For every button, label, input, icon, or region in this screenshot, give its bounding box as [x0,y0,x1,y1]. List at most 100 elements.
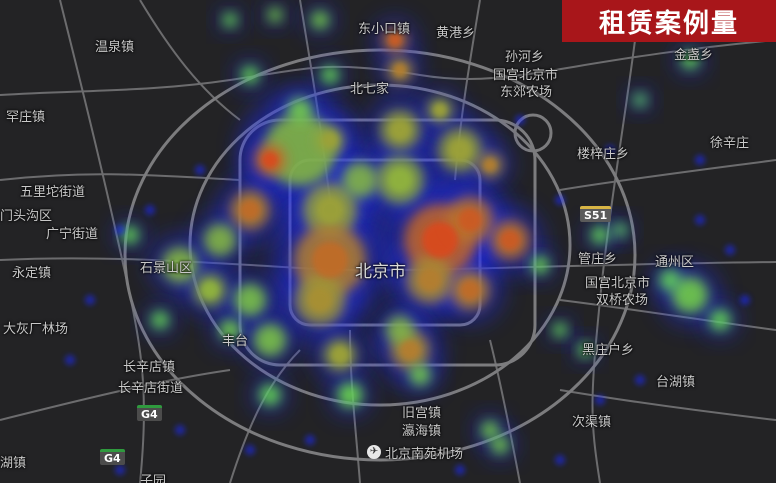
heat-blob [311,11,329,29]
heat-core [316,196,344,224]
heat-blob [241,66,259,84]
heat-blob [612,222,628,238]
heat-core [449,139,471,161]
road [559,159,776,191]
label-yongding: 永定镇 [12,266,52,281]
heat-blob [222,12,238,28]
heat-blob [121,226,139,244]
label-dongxiao: 东小口镇 [358,22,411,37]
heat-blob [481,421,499,439]
label-xuxinzhuang: 徐辛庄 [710,136,750,151]
heat-core [201,281,219,299]
heat-dot [555,455,565,465]
road [559,389,776,421]
heat-core [400,340,420,360]
heat-core [418,268,442,292]
heat-dot [740,295,750,305]
heat-dot [695,155,705,165]
heat-blob [672,277,708,313]
label-guoxi: 国宫北京市 [585,276,651,291]
heat-dot [195,165,205,175]
heat-blob [409,364,431,386]
heat-dot [635,375,645,385]
heat-core [483,158,497,172]
road [229,349,301,483]
heat-blob [267,7,283,23]
heat-dot [725,245,735,255]
heat-blob [253,323,287,357]
heat-dot [555,195,565,205]
heat-dot [595,395,605,405]
road [0,173,241,181]
heat-dot [305,435,315,445]
heat-dot [175,425,185,435]
heat-core [312,242,348,278]
label-hu: 湖镇 [0,456,27,471]
label-dongbei: 东郊农场 [500,85,553,100]
heat-blob [491,436,509,454]
label-guomao: 国宫北京市 [493,68,559,83]
label-zhiyuan: 子园 [140,474,167,483]
label-dahuichang: 大灰厂林场 [3,322,69,337]
heat-core [460,280,480,300]
heat-core [331,346,349,364]
heat-core [322,132,338,148]
label-wenquan: 温泉镇 [95,40,135,55]
heat-blob [681,51,699,69]
heat-dot [115,465,125,475]
road [59,0,145,483]
label-jiugong: 旧宫镇 [402,406,442,421]
heat-blob [219,319,241,341]
heat-dot [245,445,255,455]
label-xizhuang: 罕庄镇 [6,110,46,125]
label-shuangqiao: 双桥农场 [596,293,649,308]
label-loulu: 楼梓庄乡 [577,147,630,162]
heat-blob [337,382,363,408]
heat-blob [233,283,267,317]
label-taihu: 台湖镇 [656,375,696,390]
heat-dot [515,115,525,125]
heat-blob [709,309,731,331]
label-guanzhuang: 管庄乡 [578,252,618,267]
heat-blob [162,247,198,283]
label-sunhe: 孙河乡 [505,50,545,65]
airport-plane-icon: ✈ [367,445,381,459]
heat-dot [115,225,125,235]
shield-g4-lower: G4 [100,449,125,465]
heat-core [433,103,447,117]
heat-core [458,208,482,232]
label-beiqijia: 北七家 [350,82,390,97]
heat-blob [385,315,415,345]
label-nanyuan: 北京南苑机场 [385,447,464,462]
heat-dot [695,215,705,225]
title-badge: 租赁案例量 [562,0,776,42]
heat-blob [321,66,339,84]
label-yingjie: 瀛海镇 [402,424,442,439]
road [0,39,776,96]
heat-blob [632,92,648,108]
road [139,0,241,121]
heat-dot [145,205,155,215]
heat-core [261,151,279,169]
shield-s51: S51 [580,206,612,222]
heat-blob [591,226,609,244]
label-tongzhou: 通州区 [655,255,695,270]
heat-core [388,168,412,192]
heat-core [388,33,402,47]
label-changxindianjd: 长辛店街道 [118,381,184,396]
heat-dot [85,295,95,305]
heat-layer [65,3,750,475]
ring-road-jct [513,113,553,153]
heat-blob [577,342,593,358]
label-fengtai: 丰台 [222,334,249,349]
heat-blob [287,97,313,123]
heat-blob [531,256,549,274]
heat-core [390,120,410,140]
heat-blob [203,223,237,257]
heat-blob [659,269,681,291]
label-heizhuang: 黑庄户乡 [582,343,635,358]
heat-core [393,63,407,77]
